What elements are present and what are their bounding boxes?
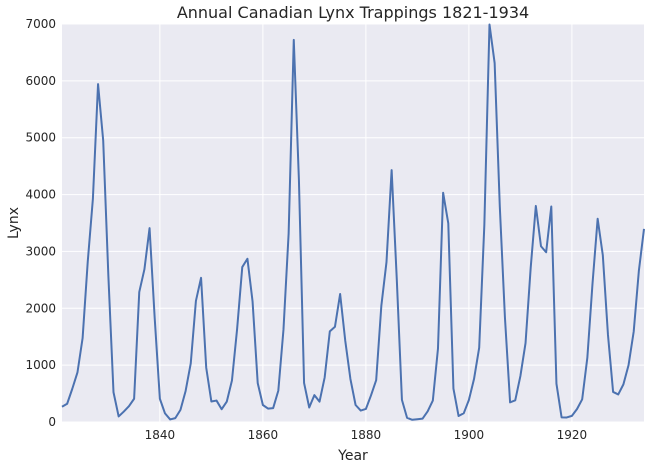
x-tick-label: 1860 (248, 428, 279, 442)
plot-area (62, 24, 644, 422)
x-tick-label: 1920 (557, 428, 588, 442)
y-tick-label: 5000 (25, 131, 56, 145)
x-tick-label: 1900 (454, 428, 485, 442)
y-tick-label: 1000 (25, 358, 56, 372)
y-tick-label: 0 (48, 415, 56, 429)
grid (62, 23, 644, 423)
y-tick-label: 7000 (25, 17, 56, 31)
series-line (61, 23, 645, 421)
x-axis-label: Year (337, 448, 368, 464)
y-tick-label: 6000 (25, 74, 56, 88)
y-tick-label: 3000 (25, 244, 56, 258)
x-tick-label: 1840 (145, 428, 176, 442)
y-tick-label: 2000 (25, 301, 56, 315)
y-tick-label: 4000 (25, 188, 56, 202)
chart-title: Annual Canadian Lynx Trappings 1821-1934 (177, 3, 529, 22)
x-tick-label: 1880 (351, 428, 382, 442)
tick-labels: 0 1000 2000 3000 4000 5000 6000 7000 1840 1860 188… (25, 17, 587, 442)
y-axis-label: Lynx (6, 207, 22, 239)
